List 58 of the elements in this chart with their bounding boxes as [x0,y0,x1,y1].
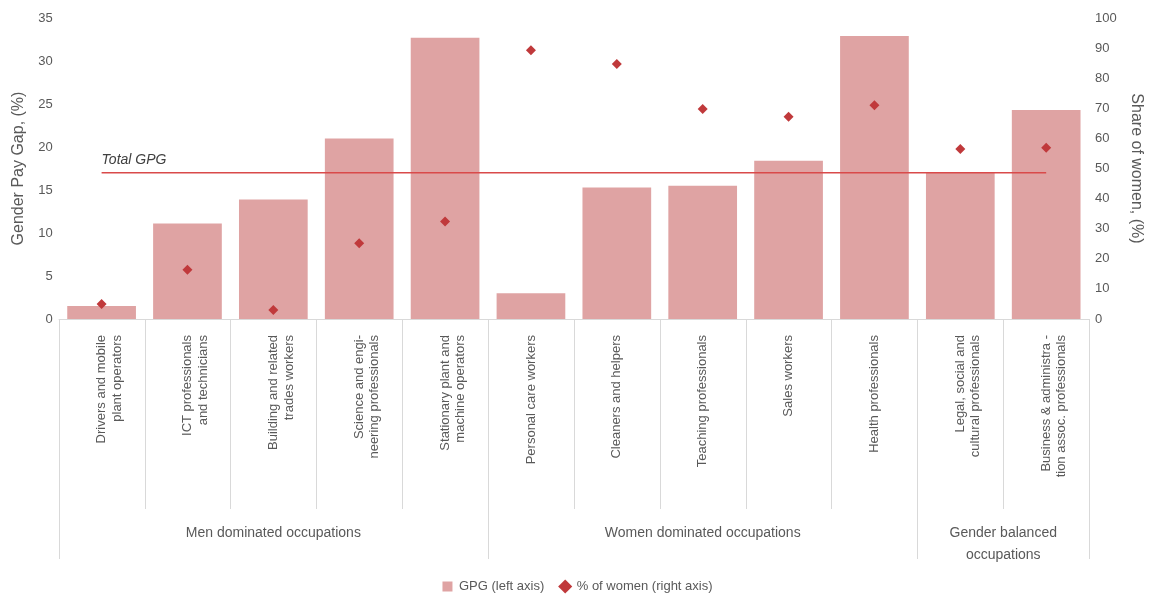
point [783,111,794,122]
y2-tick-label: 100 [1095,9,1117,25]
x-tick-label: Sales workers [780,334,796,417]
point [525,45,536,56]
point [697,103,708,114]
point [182,264,193,275]
y2-tick-label: 40 [1095,190,1110,206]
y-tick-label: 0 [45,310,53,326]
y2-tick-label: 30 [1095,220,1110,236]
bar [582,187,652,319]
point [611,59,622,70]
point [440,216,451,227]
bar [153,223,222,319]
y-tick-label: 30 [38,52,53,68]
y2-tick-label: 20 [1095,250,1110,266]
y2-tick-label: 90 [1095,39,1110,55]
point [354,238,365,249]
y-tick-label: 20 [38,138,53,154]
bar [754,160,823,319]
y-tick-label: 15 [38,181,53,197]
x-tick-label: Drivers and mobile plant operators [93,334,124,444]
legend-label: GPG (left axis) [458,578,545,594]
y2-tick-label: 0 [1095,310,1103,326]
bar [668,185,738,319]
x-tick-label: Health professionals [866,334,882,453]
y2-tick-label: 50 [1095,160,1110,176]
ref-line-label: Total GPG [101,150,167,167]
bar [840,36,909,319]
text: Men dominated occupations [185,523,361,540]
y-tick-label: 5 [45,267,53,283]
y-tick-label: 25 [38,95,53,111]
legend-label: % of women (right axis) [576,578,713,594]
y-axis-title: Gender Pay Gap, (%) [9,91,27,246]
y2-axis-title: Share of women, (%) [1128,93,1146,244]
y-tick-label: 10 [38,224,53,240]
point [869,100,880,111]
point [1041,142,1052,153]
y-tick-label: 35 [38,9,53,25]
text: Gender balanced occupations [949,523,1057,562]
point [955,143,966,154]
y2-tick-label: 10 [1095,280,1110,296]
bar [1011,110,1081,319]
bar [925,171,995,319]
x-tick-label: Cleaners and helpers [608,334,624,459]
x-tick-label: Teaching professionals [694,334,710,468]
y2-tick-label: 80 [1095,69,1110,85]
y2-tick-label: 70 [1095,99,1110,115]
point [96,298,107,309]
y2-tick-label: 60 [1095,129,1110,145]
point [268,304,279,315]
bar [238,199,308,319]
x-tick-label: Legal, social and cultural professionals [951,334,983,458]
x-tick-label: Personal care workers [522,334,538,465]
bar [324,138,394,319]
bar [67,306,136,319]
bar [496,293,566,319]
bar [410,37,480,319]
text: Women dominated occupations [604,523,801,540]
